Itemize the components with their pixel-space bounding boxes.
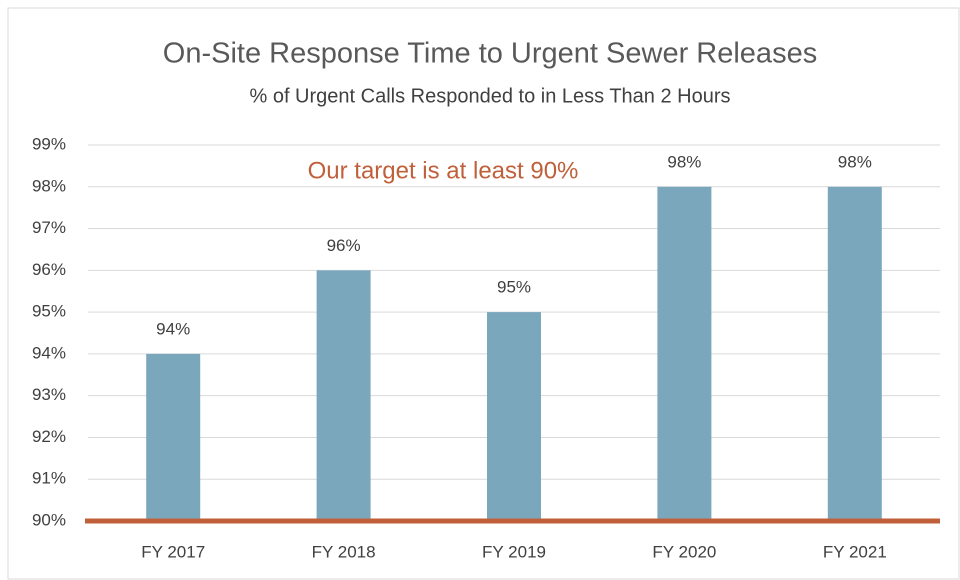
bar: [146, 353, 201, 521]
data-label: 95%: [497, 278, 531, 297]
chart-title: On-Site Response Time to Urgent Sewer Re…: [163, 38, 817, 70]
data-label: 96%: [327, 236, 361, 255]
y-tick-label: 96%: [32, 260, 66, 279]
y-tick-label: 91%: [32, 469, 66, 488]
y-tick-label: 93%: [32, 385, 66, 404]
bar: [657, 186, 712, 521]
x-tick-label: FY 2021: [823, 542, 887, 561]
bar: [487, 312, 541, 521]
bar: [827, 186, 882, 521]
y-tick-label: 99%: [32, 134, 66, 153]
y-tick-label: 98%: [32, 176, 66, 195]
y-tick-label: 94%: [32, 343, 66, 362]
x-tick-label: FY 2019: [482, 542, 546, 561]
y-tick-label: 95%: [32, 302, 66, 321]
annotation: Our target is at least 90%: [308, 157, 579, 184]
x-tick-label: FY 2018: [312, 542, 376, 561]
data-label: 98%: [667, 152, 701, 171]
chart-subtitle: % of Urgent Calls Responded to in Less T…: [249, 85, 730, 107]
x-tick-label: FY 2020: [652, 542, 716, 561]
x-tick-label: FY 2017: [141, 542, 205, 561]
data-label: 98%: [838, 152, 872, 171]
data-label: 94%: [156, 319, 190, 338]
bar: [316, 270, 371, 521]
y-tick-label: 90%: [32, 510, 66, 529]
y-tick-label: 97%: [32, 218, 66, 237]
y-tick-label: 92%: [32, 427, 66, 446]
